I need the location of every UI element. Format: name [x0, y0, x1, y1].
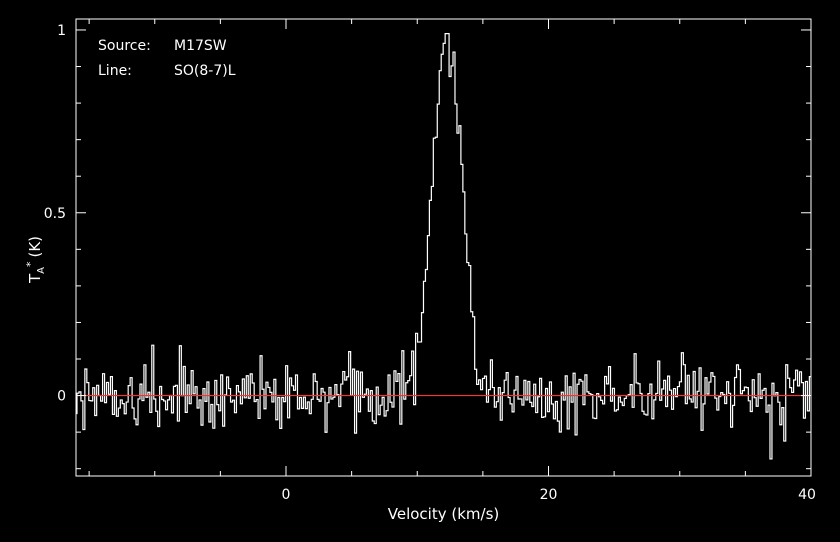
- y-axis-ticks: 00.51: [44, 23, 811, 470]
- x-tick-label: 40: [798, 487, 816, 503]
- y-axis-label-unit: (K): [26, 236, 44, 258]
- y-axis-label-sub: A: [36, 267, 47, 274]
- x-tick-label: 20: [540, 487, 558, 503]
- spectrum-line: [76, 33, 811, 460]
- y-axis-label: TA* (K): [24, 236, 47, 284]
- y-tick-label: 0: [57, 389, 66, 405]
- x-axis-ticks: 0 20 40: [88, 19, 816, 503]
- source-label: Source:: [98, 38, 151, 54]
- plot-frame: [75, 18, 812, 477]
- source-value: M17SW: [174, 38, 227, 54]
- x-tick-label: 0: [282, 487, 291, 503]
- y-axis-label-main: T: [26, 273, 44, 284]
- line-label: Line:: [98, 63, 132, 79]
- x-axis-label: Velocity (km/s): [388, 505, 499, 523]
- y-tick-label: 1: [57, 23, 66, 39]
- line-value: SO(8-7)L: [174, 63, 236, 79]
- y-tick-label: 0.5: [44, 206, 66, 222]
- y-axis-label-sup: *: [24, 261, 37, 267]
